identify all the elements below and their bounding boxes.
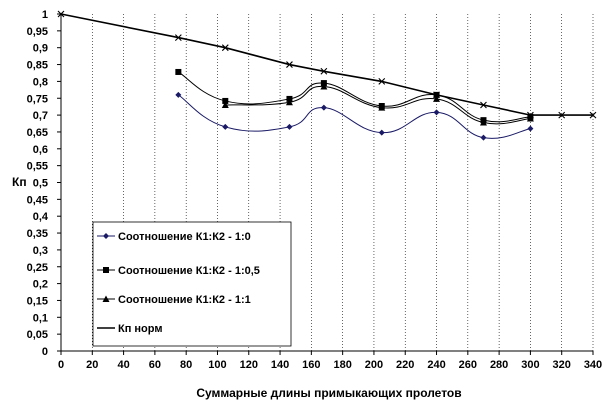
x-tick-label: 260 xyxy=(459,359,477,371)
data-point xyxy=(222,123,229,130)
data-point xyxy=(480,134,487,141)
legend-label: Соотношение К1:К2 - 1:1 xyxy=(118,294,251,306)
data-point xyxy=(174,34,182,41)
data-point xyxy=(589,111,597,119)
series-line xyxy=(60,13,593,116)
x-tick-label: 340 xyxy=(584,359,602,371)
x-tick-label: 100 xyxy=(208,359,226,371)
data-point xyxy=(526,114,534,122)
x-tick-label: 20 xyxy=(86,359,98,371)
data-point xyxy=(378,129,385,136)
data-point xyxy=(320,82,328,90)
series-4 xyxy=(57,10,597,119)
x-tick-label: 80 xyxy=(180,359,192,371)
x-tick-label: 240 xyxy=(427,359,445,371)
legend: Соотношение К1:К2 - 1:0 Соотношение К1:К2… xyxy=(92,221,292,347)
data-point xyxy=(480,101,487,109)
data-point xyxy=(558,111,566,119)
x-tick-label: 60 xyxy=(149,359,161,371)
data-point xyxy=(479,119,487,126)
series xyxy=(57,10,597,141)
y-tick-label: 0,45 xyxy=(27,194,48,206)
data-point xyxy=(286,61,293,68)
data-point xyxy=(221,44,229,52)
y-tick-label: 0 xyxy=(42,346,48,358)
legend-item: Соотношение К1:К2 - 1:0 xyxy=(97,231,251,243)
data-point xyxy=(320,67,328,75)
x-tick-label: 120 xyxy=(240,359,258,371)
x-tick-label: 280 xyxy=(490,359,508,371)
legend-swatch-marker xyxy=(103,233,109,239)
data-point xyxy=(286,123,293,130)
series-3 xyxy=(221,82,534,126)
y-tick-label: 0,35 xyxy=(27,228,48,240)
legend-label: Кп норм xyxy=(118,323,163,335)
y-tick-label: 0,15 xyxy=(27,295,48,307)
x-tick-label: 220 xyxy=(396,359,414,371)
y-tick-label: 0,9 xyxy=(33,43,48,55)
x-tick-label: 40 xyxy=(117,359,129,371)
x-tick-label: 140 xyxy=(271,359,289,371)
y-tick-label: 1 xyxy=(42,9,48,21)
data-point xyxy=(378,78,386,85)
data-point xyxy=(175,68,182,75)
data-point xyxy=(175,91,182,98)
y-tick-label: 0,3 xyxy=(33,245,48,257)
y-tick-label: 0,75 xyxy=(27,93,48,105)
y-axis-title: Кп xyxy=(12,175,27,189)
y-tick-label: 0,85 xyxy=(27,60,48,72)
data-point xyxy=(285,98,293,106)
series-line xyxy=(178,71,531,123)
legend-item: Кп норм xyxy=(97,323,163,335)
data-point xyxy=(221,101,229,108)
legend-label: Соотношение К1:К2 - 1:0 xyxy=(118,231,251,243)
y-tick-label: 0,05 xyxy=(27,329,48,341)
series-line xyxy=(178,94,531,139)
x-tick-label: 300 xyxy=(521,359,539,371)
y-tick-label: 0,25 xyxy=(27,262,48,274)
grid-lines xyxy=(91,14,594,351)
legend-item: Соотношение К1:К2 - 1:1 xyxy=(97,294,251,306)
y-tick-label: 0,7 xyxy=(33,110,48,122)
y-tick-label: 0,1 xyxy=(33,312,48,324)
y-tick-label: 0,55 xyxy=(27,161,48,173)
x-tick-label: 180 xyxy=(333,359,351,371)
y-tick-label: 0,4 xyxy=(33,211,49,223)
y-tick-label: 0,5 xyxy=(33,178,48,190)
data-point xyxy=(222,97,229,104)
data-point xyxy=(433,109,440,116)
x-tick-label: 0 xyxy=(58,359,64,371)
legend-swatch-marker xyxy=(102,295,110,302)
y-tick-label: 0,95 xyxy=(27,26,48,38)
legend-item: Соотношение К1:К2 - 1:0,5 xyxy=(97,265,260,277)
y-tick-label: 0,2 xyxy=(33,279,48,291)
data-point xyxy=(433,91,440,99)
legend-box xyxy=(92,221,292,347)
tick-labels: 0 20 40 60 80 100 120 140 160 180 200 220 240 260 280 3… xyxy=(27,9,603,371)
y-tick-label: 0,8 xyxy=(33,76,48,88)
data-point xyxy=(378,104,386,111)
y-tick-label: 0,6 xyxy=(33,144,48,156)
y-tick-label: 0,65 xyxy=(27,127,48,139)
legend-label: Соотношение К1:К2 - 1:0,5 xyxy=(118,265,260,277)
series-1 xyxy=(175,91,534,141)
data-point xyxy=(527,125,534,132)
x-axis-title: Суммарные длины примыкающих пролетов xyxy=(196,386,461,400)
x-tick-label: 200 xyxy=(365,359,383,371)
legend-swatch-marker xyxy=(103,267,109,273)
x-tick-label: 320 xyxy=(553,359,571,371)
x-tick-label: 160 xyxy=(302,359,320,371)
data-point xyxy=(527,111,534,119)
data-point xyxy=(320,104,327,111)
data-point xyxy=(57,10,65,18)
data-point xyxy=(433,95,441,102)
